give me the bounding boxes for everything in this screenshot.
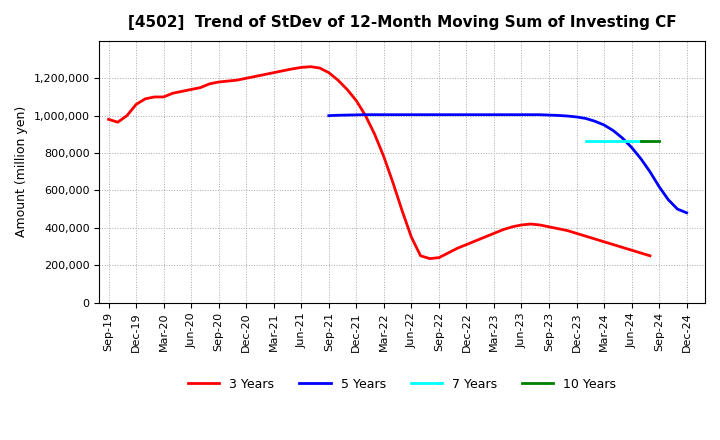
5 Years — [370, 112, 379, 117]
3 Years — [306, 64, 315, 70]
5 Years — [480, 112, 489, 117]
7 Years — [627, 139, 636, 144]
3 Years — [196, 85, 204, 90]
5 Years — [389, 112, 397, 117]
5 Years — [554, 113, 562, 118]
7 Years — [600, 139, 608, 144]
5 Years — [581, 116, 590, 121]
7 Years — [636, 139, 645, 144]
3 Years — [242, 76, 251, 81]
5 Years — [508, 112, 517, 117]
5 Years — [453, 112, 462, 117]
5 Years — [600, 122, 608, 128]
5 Years — [407, 112, 415, 117]
3 Years — [462, 242, 471, 247]
5 Years — [426, 112, 434, 117]
5 Years — [499, 112, 508, 117]
5 Years — [609, 128, 618, 133]
5 Years — [325, 113, 333, 118]
5 Years — [563, 114, 572, 119]
7 Years — [581, 139, 590, 144]
5 Years — [343, 113, 351, 118]
3 Years — [260, 72, 269, 77]
5 Years — [398, 112, 407, 117]
5 Years — [627, 145, 636, 150]
5 Years — [333, 113, 342, 118]
5 Years — [444, 112, 452, 117]
5 Years — [472, 112, 480, 117]
10 Years — [654, 139, 663, 144]
5 Years — [462, 112, 471, 117]
5 Years — [379, 112, 388, 117]
10 Years — [646, 139, 654, 144]
5 Years — [590, 119, 599, 124]
5 Years — [517, 112, 526, 117]
3 Years — [279, 68, 287, 73]
5 Years — [683, 210, 691, 216]
7 Years — [609, 139, 618, 144]
5 Years — [654, 184, 663, 189]
5 Years — [545, 113, 554, 118]
5 Years — [416, 112, 425, 117]
5 Years — [618, 136, 626, 141]
Line: 5 Years: 5 Years — [329, 115, 687, 213]
Legend: 3 Years, 5 Years, 7 Years, 10 Years: 3 Years, 5 Years, 7 Years, 10 Years — [183, 373, 621, 396]
5 Years — [361, 112, 370, 117]
Line: 3 Years: 3 Years — [109, 67, 650, 259]
5 Years — [352, 112, 361, 117]
3 Years — [646, 253, 654, 258]
5 Years — [673, 206, 682, 212]
5 Years — [572, 114, 581, 120]
5 Years — [526, 112, 535, 117]
5 Years — [664, 197, 672, 202]
5 Years — [646, 169, 654, 174]
3 Years — [426, 256, 434, 261]
5 Years — [490, 112, 498, 117]
10 Years — [636, 139, 645, 144]
Title: [4502]  Trend of StDev of 12-Month Moving Sum of Investing CF: [4502] Trend of StDev of 12-Month Moving… — [128, 15, 677, 30]
3 Years — [288, 66, 297, 72]
5 Years — [435, 112, 444, 117]
5 Years — [636, 156, 645, 161]
Y-axis label: Amount (million yen): Amount (million yen) — [15, 106, 28, 237]
7 Years — [618, 139, 626, 144]
7 Years — [590, 139, 599, 144]
3 Years — [104, 117, 113, 122]
5 Years — [536, 112, 544, 117]
